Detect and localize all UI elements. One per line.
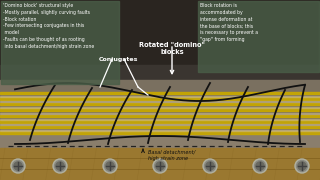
Circle shape — [105, 161, 116, 172]
Circle shape — [54, 161, 66, 172]
Circle shape — [253, 159, 267, 173]
Circle shape — [254, 161, 266, 172]
Circle shape — [56, 162, 64, 170]
Bar — [0, 96, 320, 97]
Circle shape — [12, 161, 23, 172]
Circle shape — [295, 159, 309, 173]
Circle shape — [106, 162, 114, 170]
Bar — [0, 148, 320, 180]
Bar — [0, 102, 320, 105]
Circle shape — [256, 162, 264, 170]
Bar — [0, 91, 320, 94]
Bar — [0, 107, 320, 108]
Bar — [0, 112, 320, 114]
Bar — [0, 120, 320, 123]
Bar — [0, 130, 320, 150]
Circle shape — [14, 162, 22, 170]
Bar — [0, 80, 320, 135]
Bar — [0, 125, 320, 128]
Bar — [0, 107, 320, 111]
Bar — [0, 97, 320, 100]
Bar — [198, 1, 319, 72]
Bar — [0, 0, 320, 70]
Circle shape — [204, 161, 215, 172]
Bar — [0, 123, 320, 125]
Circle shape — [297, 161, 308, 172]
Circle shape — [11, 159, 25, 173]
Bar — [0, 118, 320, 120]
Circle shape — [153, 159, 167, 173]
Bar — [1, 1, 119, 84]
Bar — [0, 100, 320, 102]
Circle shape — [298, 162, 306, 170]
Circle shape — [155, 161, 165, 172]
Text: Basal detachment/
high strain zone: Basal detachment/ high strain zone — [148, 150, 195, 161]
Bar — [0, 114, 320, 117]
Circle shape — [53, 159, 67, 173]
Text: Rotated "domino"
blocks: Rotated "domino" blocks — [139, 42, 205, 55]
Circle shape — [206, 162, 214, 170]
Bar — [0, 130, 320, 134]
Circle shape — [203, 159, 217, 173]
Circle shape — [156, 162, 164, 170]
Circle shape — [103, 159, 117, 173]
Bar — [0, 129, 320, 131]
Bar — [0, 65, 320, 90]
Text: 'Domino block' structural style
-Mostly parallel, slightly curving faults
-Block: 'Domino block' structural style -Mostly … — [3, 3, 94, 49]
Text: Block rotation is
accommodated by
intense deformation at
the base of blocks; thi: Block rotation is accommodated by intens… — [200, 3, 258, 42]
Text: Conjugates: Conjugates — [98, 57, 138, 62]
